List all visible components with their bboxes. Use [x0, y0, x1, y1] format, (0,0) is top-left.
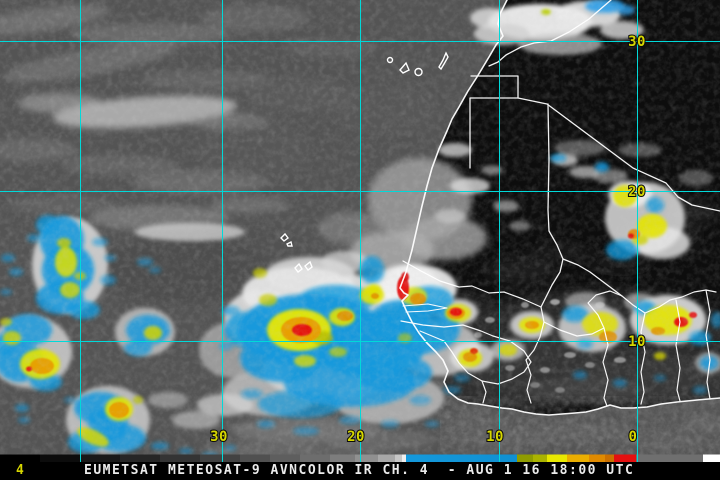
satellite-image: 30 20 10 30 20 10 0: [0, 0, 720, 462]
island-outlines: [280, 51, 449, 273]
lon-label-20: 20: [347, 429, 365, 445]
channel-label: 4: [16, 463, 26, 478]
latlon-gridlines: [0, 0, 720, 462]
caption-text: EUMETSAT METEOSAT-9 AVNCOLOR IR CH. 4 - …: [84, 463, 635, 478]
lat-label-10: 10: [628, 334, 646, 350]
lon-label-10: 10: [486, 429, 504, 445]
coastline: [399, 0, 720, 416]
grid-labels: 30 20 10 30 20 10 0: [209, 33, 646, 446]
lat-label-20: 20: [628, 184, 646, 200]
caption-bar: 4 EUMETSAT METEOSAT-9 AVNCOLOR IR CH. 4 …: [0, 462, 720, 480]
lon-label-0: 0: [629, 429, 638, 445]
lon-label-30: 30: [210, 429, 228, 445]
lat-label-30: 30: [628, 34, 646, 50]
